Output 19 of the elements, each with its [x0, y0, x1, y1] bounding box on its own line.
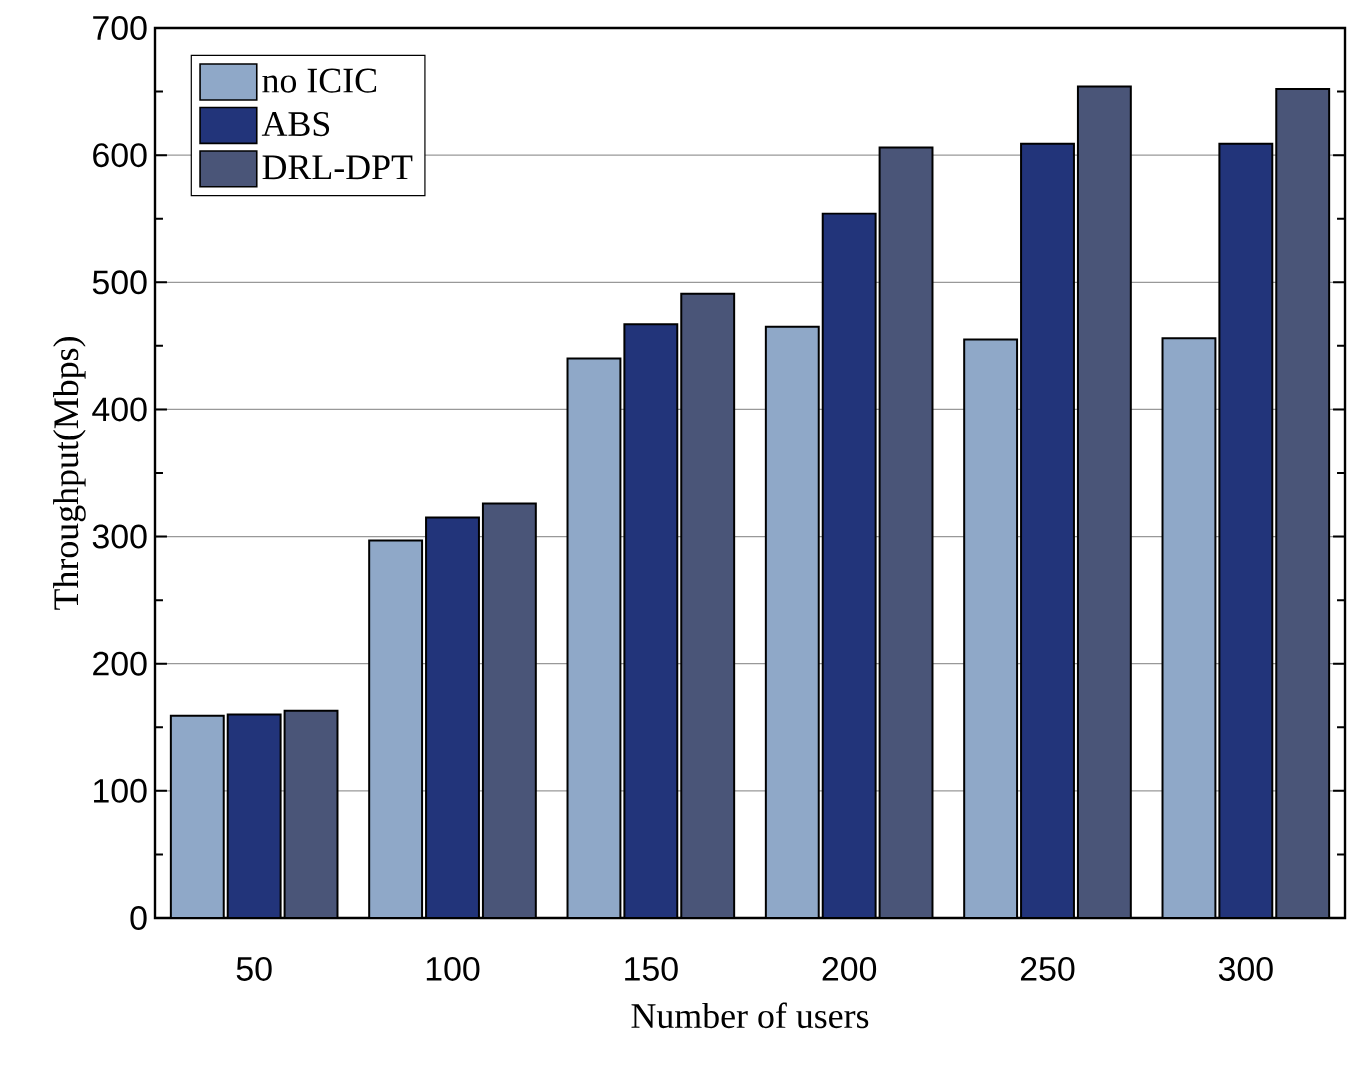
x-tick-label: 150	[625, 956, 678, 981]
x-tick-label: 100	[426, 956, 480, 981]
x-tick-label: 250	[1020, 956, 1075, 981]
x-tick-label: 300	[1218, 956, 1273, 981]
x-tick-label: 200	[822, 956, 877, 981]
y-tick-label: 200	[93, 651, 147, 676]
legend-label: ABS	[261, 112, 330, 137]
y-tick-label: 700	[93, 16, 147, 40]
y-tick-label: 600	[93, 143, 147, 168]
y-axis-title: Throughput(Mbps)	[53, 337, 86, 610]
legend-label: DRL-DPT	[262, 155, 413, 180]
x-tick-label: 50	[236, 956, 272, 981]
legend-label: no ICIC	[262, 68, 377, 93]
y-tick-label: 400	[92, 397, 147, 422]
y-tick-label: 0	[130, 906, 147, 930]
y-tick-label: 500	[92, 270, 147, 295]
y-tick-label: 300	[92, 524, 147, 549]
y-tick-label: 100	[94, 778, 147, 803]
x-axis-title: Number of users	[631, 1002, 869, 1029]
